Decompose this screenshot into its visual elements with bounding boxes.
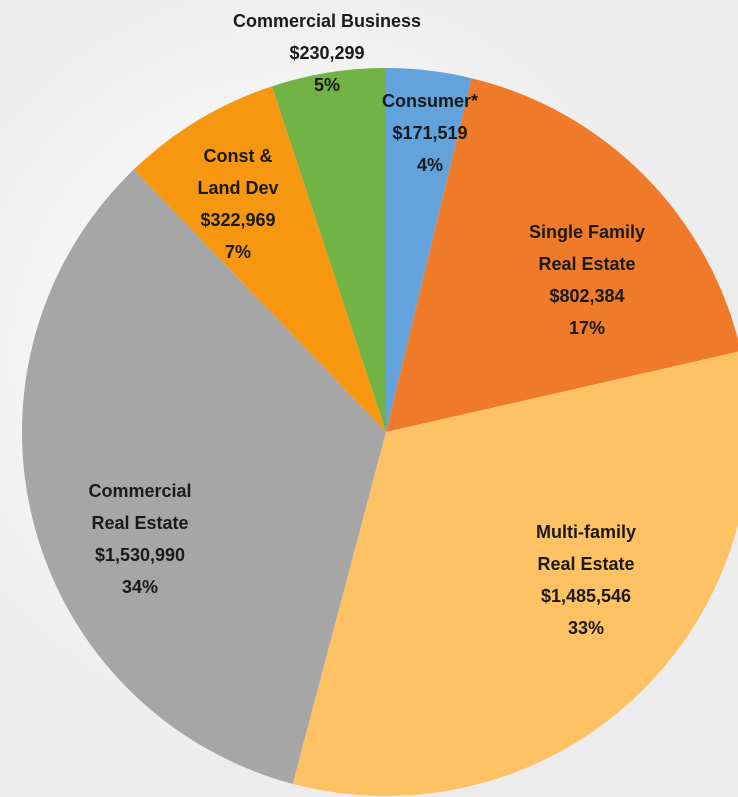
- slice-value-label: $171,519: [392, 123, 467, 143]
- slice-value-label: $1,530,990: [95, 545, 185, 565]
- slice-percent-label: 33%: [568, 618, 604, 638]
- slice-percent-label: 34%: [122, 577, 158, 597]
- category-line: Real Estate: [91, 513, 188, 533]
- category-line: Land Dev: [197, 178, 278, 198]
- slice-value-label: $230,299: [289, 43, 364, 63]
- category-line: Real Estate: [538, 254, 635, 274]
- category-line: Commercial: [88, 481, 191, 501]
- slice-value-label: $1,485,546: [541, 586, 631, 606]
- slice-percent-label: 4%: [417, 155, 443, 175]
- pie-slice: [386, 68, 472, 432]
- category-line: Real Estate: [537, 554, 634, 574]
- slice-category-label: Const & Land Dev: [197, 146, 278, 198]
- slice-category-label: Multi-family Real Estate: [536, 522, 636, 574]
- pie-slice: [272, 68, 386, 432]
- category-line: Multi-family: [536, 522, 636, 542]
- category-line: Commercial Business: [233, 11, 421, 31]
- slice-category-label: Single Family Real Estate: [529, 222, 645, 274]
- slice-percent-label: 17%: [569, 318, 605, 338]
- category-line: Single Family: [529, 222, 645, 242]
- slice-percent-label: 7%: [225, 242, 251, 262]
- slice-percent-label: 5%: [314, 75, 340, 95]
- slice-value-label: $322,969: [200, 210, 275, 230]
- category-line: Const &: [204, 146, 273, 166]
- pie-slice: [386, 78, 738, 432]
- category-line: Consumer*: [382, 91, 478, 111]
- slice-value-label: $802,384: [549, 286, 624, 306]
- pie-slice: [292, 351, 738, 796]
- pie-slice: [21, 169, 387, 784]
- slice-category-label: Commercial Business: [233, 11, 421, 31]
- slice-category-label: Consumer*: [382, 91, 478, 111]
- slice-category-label: Commercial Real Estate: [88, 481, 191, 533]
- pie-slice: [133, 86, 386, 432]
